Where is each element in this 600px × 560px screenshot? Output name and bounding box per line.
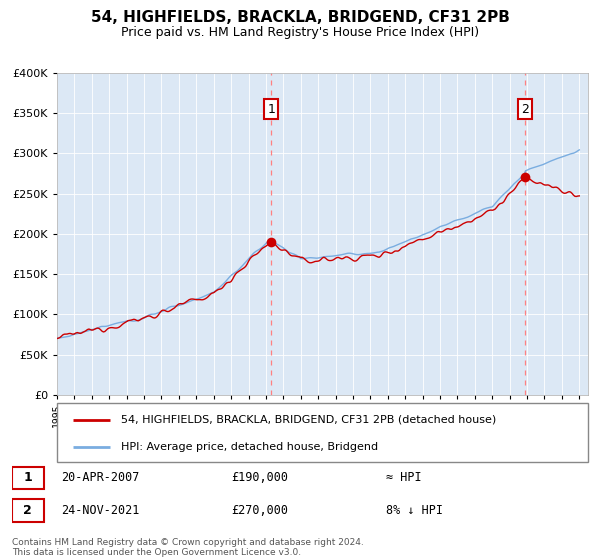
Text: £270,000: £270,000 <box>231 504 288 517</box>
Text: ≈ HPI: ≈ HPI <box>386 471 422 484</box>
Text: Price paid vs. HM Land Registry's House Price Index (HPI): Price paid vs. HM Land Registry's House … <box>121 26 479 39</box>
Text: 54, HIGHFIELDS, BRACKLA, BRIDGEND, CF31 2PB: 54, HIGHFIELDS, BRACKLA, BRIDGEND, CF31 … <box>91 10 509 25</box>
FancyBboxPatch shape <box>12 500 44 522</box>
Text: 1: 1 <box>267 102 275 115</box>
Text: 20-APR-2007: 20-APR-2007 <box>61 471 139 484</box>
Text: 24-NOV-2021: 24-NOV-2021 <box>61 504 139 517</box>
Text: 54, HIGHFIELDS, BRACKLA, BRIDGEND, CF31 2PB (detached house): 54, HIGHFIELDS, BRACKLA, BRIDGEND, CF31 … <box>121 414 496 424</box>
Text: 2: 2 <box>23 504 32 517</box>
Text: £190,000: £190,000 <box>231 471 288 484</box>
Text: Contains HM Land Registry data © Crown copyright and database right 2024.
This d: Contains HM Land Registry data © Crown c… <box>12 538 364 557</box>
Text: 8% ↓ HPI: 8% ↓ HPI <box>386 504 443 517</box>
Text: HPI: Average price, detached house, Bridgend: HPI: Average price, detached house, Brid… <box>121 442 378 452</box>
FancyBboxPatch shape <box>57 403 588 462</box>
Text: 2: 2 <box>521 102 529 115</box>
FancyBboxPatch shape <box>12 466 44 489</box>
Text: 1: 1 <box>23 471 32 484</box>
